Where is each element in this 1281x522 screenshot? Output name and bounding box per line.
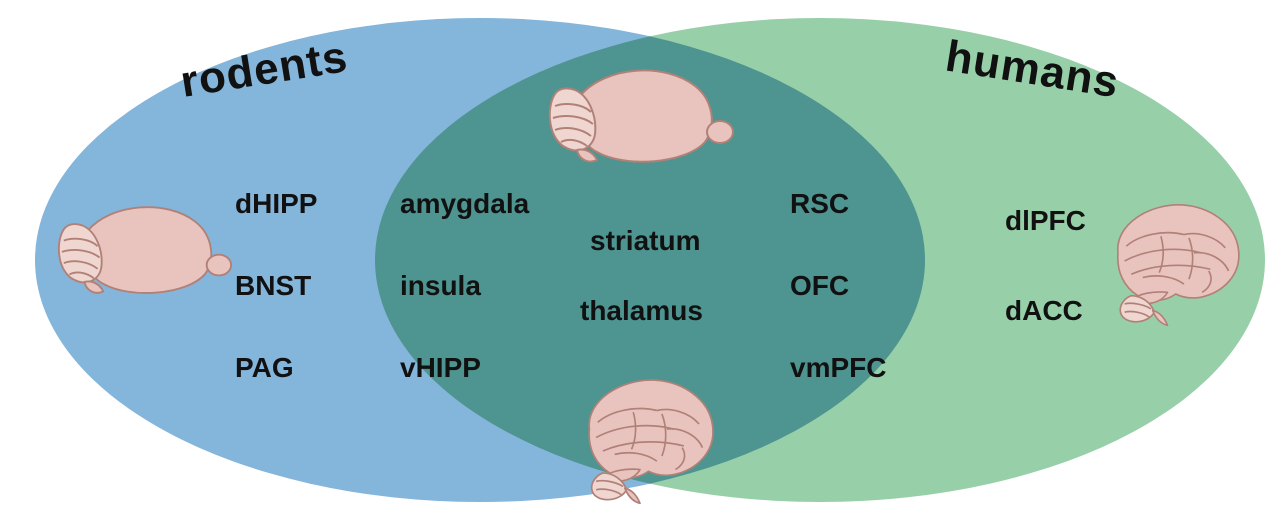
rodent-brain-left-icon [45, 190, 233, 310]
label-insula: insula [400, 270, 481, 302]
venn-diagram: rodents humans dHIPP BNST PAG amygdala i… [0, 0, 1281, 522]
label-dhipp: dHIPP [235, 188, 317, 220]
label-dacc: dACC [1005, 295, 1083, 327]
label-vhipp: vHIPP [400, 352, 481, 384]
human-brain-overlap-bottom-icon [555, 370, 725, 505]
label-bnst: BNST [235, 270, 311, 302]
label-thalamus: thalamus [580, 295, 703, 327]
rodent-brain-overlap-top-icon [535, 56, 735, 176]
label-ofc: OFC [790, 270, 849, 302]
label-vmpfc: vmPFC [790, 352, 886, 384]
label-striatum: striatum [590, 225, 700, 257]
label-dlpfc: dlPFC [1005, 205, 1086, 237]
label-pag: PAG [235, 352, 294, 384]
label-rsc: RSC [790, 188, 849, 220]
human-brain-right-icon [1085, 195, 1250, 327]
label-amygdala: amygdala [400, 188, 529, 220]
